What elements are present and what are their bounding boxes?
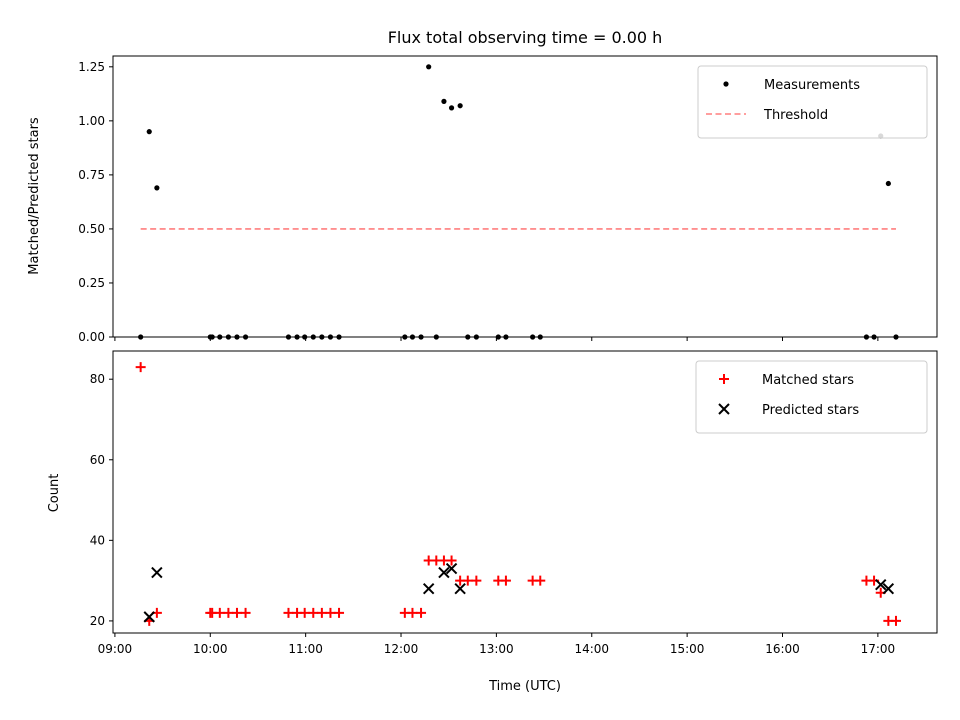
matched-stars-point bbox=[316, 607, 327, 618]
matched-stars-point bbox=[240, 607, 251, 618]
y-tick-label: 0.00 bbox=[78, 330, 105, 344]
matched-stars-point bbox=[500, 575, 511, 586]
matched-stars-point bbox=[446, 555, 457, 566]
matched-stars-point bbox=[135, 362, 146, 373]
legend-box bbox=[695, 360, 928, 434]
measurements-point bbox=[441, 98, 447, 104]
legend-swatch-measurements bbox=[723, 81, 729, 87]
matched-stars-point bbox=[334, 607, 345, 618]
legend-label-matched-stars: Matched stars bbox=[762, 373, 854, 388]
measurements-point bbox=[154, 185, 160, 191]
matched-stars-point bbox=[416, 607, 427, 618]
matched-stars-point bbox=[283, 607, 294, 618]
ratio-plot-frame bbox=[112, 55, 938, 338]
matched-stars-point bbox=[214, 607, 225, 618]
matched-stars-point bbox=[890, 615, 901, 626]
x-tick-label: 14:00 bbox=[574, 642, 609, 656]
x-tick-label: 15:00 bbox=[670, 642, 705, 656]
matched-stars-point bbox=[535, 575, 546, 586]
predicted-stars-point bbox=[454, 582, 466, 595]
predicted-stars-point bbox=[143, 611, 155, 623]
count-legend: Matched stars Predicted stars bbox=[695, 360, 928, 434]
measurements-point bbox=[885, 180, 891, 187]
y-tick-label: 1.25 bbox=[78, 60, 105, 74]
measurements-point bbox=[448, 105, 455, 111]
y-tick-label: 0.75 bbox=[78, 168, 105, 182]
matched-stars-point bbox=[462, 575, 473, 586]
matched-stars-point bbox=[308, 607, 319, 618]
legend-label-threshold: Threshold bbox=[763, 108, 828, 123]
y-tick-label: 80 bbox=[90, 372, 105, 386]
y-tick-label: 60 bbox=[90, 453, 105, 467]
y-tick-label: 20 bbox=[90, 614, 105, 628]
predicted-stars-point bbox=[445, 562, 458, 575]
legend-swatch-predicted-stars bbox=[718, 403, 730, 415]
ratio-legend: Measurements Threshold bbox=[697, 65, 928, 139]
count-panel: Count 20 40 60 80 09:00 10:00 11:00 12:00 13:00 1… bbox=[47, 350, 938, 656]
x-tick-label: 09:00 bbox=[98, 642, 133, 656]
y-axis-label-count: Count bbox=[47, 474, 62, 513]
matched-stars-point bbox=[471, 575, 482, 586]
y-tick-label: 40 bbox=[90, 533, 105, 547]
x-axis-label: Time (UTC) bbox=[488, 679, 561, 694]
predicted-stars-point bbox=[875, 578, 887, 591]
measurements-point bbox=[426, 64, 432, 70]
legend-label-measurements: Measurements bbox=[764, 78, 860, 93]
ratio-panel: Matched/Predicted stars 0.00 0.25 0.50 0.75… bbox=[27, 55, 938, 344]
y-tick-label: 0.25 bbox=[78, 276, 105, 290]
x-tick-label: 11:00 bbox=[288, 642, 323, 656]
legend-label-predicted-stars: Predicted stars bbox=[762, 403, 859, 418]
measurements-point bbox=[457, 103, 463, 109]
figure-title: Flux total observing time = 0.00 h bbox=[388, 28, 663, 47]
legend-box bbox=[697, 65, 928, 139]
matched-stars-point bbox=[299, 607, 310, 618]
matched-stars-point bbox=[223, 607, 234, 618]
y-tick-label: 1.00 bbox=[78, 114, 105, 128]
x-tick-label: 16:00 bbox=[765, 642, 800, 656]
matched-stars-point bbox=[231, 607, 242, 618]
predicted-stars-point bbox=[438, 566, 450, 579]
legend-swatch-matched-stars bbox=[719, 374, 729, 384]
predicted-stars-point bbox=[882, 582, 895, 595]
y-tick-label: 0.50 bbox=[78, 222, 105, 236]
matched-stars-point bbox=[407, 607, 418, 618]
y-axis-label-ratio: Matched/Predicted stars bbox=[27, 117, 42, 275]
x-tick-label: 13:00 bbox=[479, 642, 514, 656]
predicted-stars-point bbox=[422, 582, 435, 595]
matched-stars-point bbox=[325, 607, 336, 618]
x-tick-label: 17:00 bbox=[861, 642, 896, 656]
measurements-point bbox=[146, 129, 152, 135]
x-tick-label: 10:00 bbox=[193, 642, 228, 656]
count-plot-frame bbox=[112, 350, 938, 634]
x-tick-label: 12:00 bbox=[384, 642, 419, 656]
predicted-stars-point bbox=[151, 566, 163, 579]
